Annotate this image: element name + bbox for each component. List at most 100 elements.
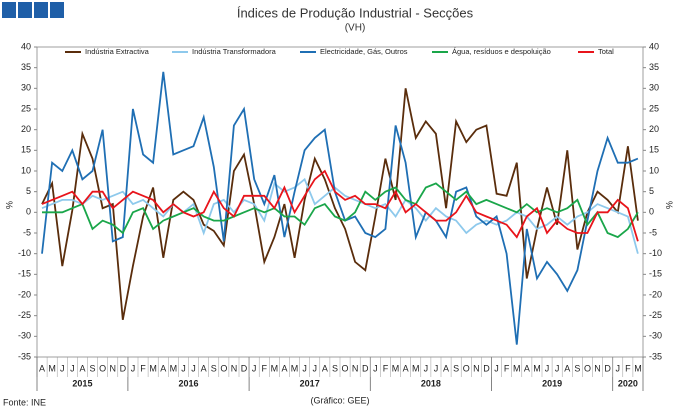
x-tick-label: D [241,363,248,373]
y-tick-label: 40 [21,41,31,51]
y2-tick-label: -35 [649,351,662,361]
x-tick-label: A [443,363,449,373]
x-tick-label: S [332,363,338,373]
logo-square [34,2,48,18]
x-tick-label: S [453,363,459,373]
x-tick-label: O [342,363,349,373]
x-tick-label: M [533,363,541,373]
x-tick-label: J [616,363,621,373]
x-tick-label: J [545,363,550,373]
x-tick-label: A [39,363,45,373]
legend-label: Electricidade, Gás, Outros [320,47,408,56]
y2-tick-label: 0 [649,207,654,217]
x-tick-label: M [48,363,56,373]
x-tick-label: D [604,363,611,373]
plot-frame [36,46,644,358]
y-tick-label: 10 [21,165,31,175]
x-tick-label: M [271,363,279,373]
year-label: 2020 [618,378,638,388]
x-tick-label: A [564,363,570,373]
y2-tick-label: 30 [649,83,659,93]
x-tick-label: J [181,363,186,373]
y-tick-label: -35 [18,351,31,361]
x-tick-label: S [90,363,96,373]
x-tick-label: A [322,363,328,373]
x-tick-label: J [424,363,429,373]
y2-tick-label: 15 [649,145,659,155]
source: Fonte: INE [3,397,46,407]
series-line [41,169,639,242]
year-label: 2015 [72,378,92,388]
x-tick-label: A [160,363,166,373]
x-tick-label: O [463,363,470,373]
x-tick-label: F [625,363,631,373]
legend-label: Água, resíduos e despoluição [452,47,551,56]
y2-axis-label: % [664,201,674,209]
x-tick-label: J [191,363,196,373]
x-tick-label: A [79,363,85,373]
series-line [41,177,639,254]
x-tick-label: J [434,363,439,373]
x-tick-label: A [403,363,409,373]
x-tick-label: N [473,363,480,373]
x-tick-label: D [120,363,127,373]
y2-tick-label: -25 [649,310,662,320]
y2-tick-label: 35 [649,62,659,72]
logo-square [50,2,64,18]
y-tick-label: 5 [26,186,31,196]
y-tick-label: -20 [18,289,31,299]
y2-tick-label: 20 [649,124,659,134]
chart-title: Índices de Produção Industrial - Secções [237,5,474,20]
y-tick-label: -5 [23,227,31,237]
x-tick-label: N [110,363,117,373]
logo-square [2,2,16,18]
x-tick-label: J [70,363,75,373]
credit: (Gráfico: GEE) [310,395,369,405]
year-label: 2019 [542,378,562,388]
y-tick-label: -15 [18,269,31,279]
y-tick-label: -30 [18,331,31,341]
x-tick-label: F [140,363,146,373]
x-tick-label: N [231,363,238,373]
x-tick-label: N [594,363,601,373]
y-tick-label: 0 [26,207,31,217]
year-label: 2017 [300,378,320,388]
y2-tick-label: -15 [649,269,662,279]
x-tick-label: S [211,363,217,373]
x-tick-label: O [99,363,106,373]
y-tick-label: 30 [21,83,31,93]
x-tick-label: A [281,363,287,373]
y2-tick-label: 25 [649,103,659,113]
y-tick-label: -10 [18,248,31,258]
x-tick-label: J [313,363,318,373]
x-tick-label: O [220,363,227,373]
x-tick-label: F [504,363,510,373]
y-tick-label: 15 [21,145,31,155]
x-tick-label: A [201,363,207,373]
x-tick-label: N [352,363,359,373]
x-tick-label: F [262,363,268,373]
x-tick-label: F [383,363,389,373]
year-label: 2016 [178,378,198,388]
x-tick-label: D [362,363,369,373]
x-tick-label: J [494,363,499,373]
x-tick-label: M [412,363,420,373]
series-line [41,71,639,345]
x-tick-label: J [555,363,560,373]
y-tick-label: 35 [21,62,31,72]
x-tick-label: J [373,363,378,373]
x-tick-label: D [483,363,490,373]
y2-tick-label: 5 [649,186,654,196]
y2-tick-label: 40 [649,41,659,51]
x-tick-label: M [149,363,157,373]
x-tick-label: J [60,363,65,373]
x-tick-label: M [513,363,521,373]
x-tick-label: J [131,363,136,373]
legend-label: Total [598,47,614,56]
y-axis-label: % [4,201,14,209]
x-tick-label: A [524,363,530,373]
legend-label: Indústria Transformadora [192,47,277,56]
y-tick-label: -25 [18,310,31,320]
x-tick-label: M [634,363,642,373]
